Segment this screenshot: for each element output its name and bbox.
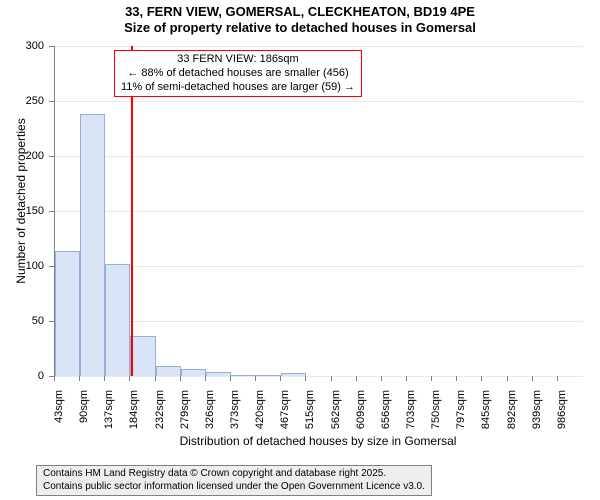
x-tick-mark	[406, 376, 407, 381]
y-tick-label: 100	[0, 260, 44, 272]
x-tick-mark	[155, 376, 156, 381]
chart-container: 33, FERN VIEW, GOMERSAL, CLECKHEATON, BD…	[0, 0, 600, 500]
x-tick-label: 656sqm	[380, 390, 392, 445]
y-tick-label: 0	[0, 370, 44, 382]
x-tick-mark	[481, 376, 482, 381]
gridline-y	[55, 46, 583, 47]
footer-line-1: Contains public sector information licen…	[43, 481, 425, 494]
x-tick-label: 326sqm	[204, 390, 216, 445]
chart-title-block: 33, FERN VIEW, GOMERSAL, CLECKHEATON, BD…	[0, 4, 600, 37]
x-tick-mark	[557, 376, 558, 381]
gridline-y	[55, 211, 583, 212]
x-tick-label: 420sqm	[254, 390, 266, 445]
histogram-bar	[281, 373, 306, 376]
x-tick-label: 373sqm	[229, 390, 241, 445]
footer-line-0: Contains HM Land Registry data © Crown c…	[43, 468, 425, 481]
chart-title-line-1: Size of property relative to detached ho…	[0, 20, 600, 36]
x-tick-mark	[205, 376, 206, 381]
histogram-bar	[181, 369, 206, 376]
x-tick-label: 845sqm	[480, 390, 492, 445]
y-tick-mark	[49, 101, 54, 102]
x-tick-mark	[54, 376, 55, 381]
x-tick-label: 939sqm	[531, 390, 543, 445]
x-tick-label: 232sqm	[154, 390, 166, 445]
annotation-line-0: 33 FERN VIEW: 186sqm	[121, 53, 355, 67]
y-tick-label: 150	[0, 205, 44, 217]
y-tick-mark	[49, 156, 54, 157]
x-tick-label: 892sqm	[506, 390, 518, 445]
y-tick-label: 300	[0, 40, 44, 52]
y-tick-mark	[49, 266, 54, 267]
y-tick-mark	[49, 321, 54, 322]
annotation-callout: 33 FERN VIEW: 186sqm← 88% of detached ho…	[114, 50, 362, 97]
x-tick-label: 184sqm	[128, 390, 140, 445]
histogram-bar	[206, 372, 231, 376]
x-tick-label: 137sqm	[103, 390, 115, 445]
histogram-bar	[256, 375, 281, 376]
x-tick-mark	[456, 376, 457, 381]
gridline-y	[55, 156, 583, 157]
gridline-y	[55, 321, 583, 322]
y-tick-label: 250	[0, 95, 44, 107]
x-tick-label: 797sqm	[455, 390, 467, 445]
histogram-bar	[80, 114, 105, 376]
y-tick-mark	[49, 211, 54, 212]
x-tick-mark	[331, 376, 332, 381]
y-tick-label: 50	[0, 315, 44, 327]
x-tick-mark	[104, 376, 105, 381]
x-tick-label: 467sqm	[279, 390, 291, 445]
histogram-bar	[231, 375, 256, 376]
y-tick-mark	[49, 46, 54, 47]
histogram-bar	[55, 251, 80, 376]
histogram-bar	[130, 336, 155, 376]
gridline-y	[55, 266, 583, 267]
x-tick-mark	[532, 376, 533, 381]
x-tick-mark	[356, 376, 357, 381]
histogram-bar	[156, 366, 181, 376]
gridline-y	[55, 101, 583, 102]
x-tick-mark	[79, 376, 80, 381]
annotation-line-2: 11% of semi-detached houses are larger (…	[121, 81, 355, 95]
x-tick-label: 609sqm	[355, 390, 367, 445]
attribution-footer: Contains HM Land Registry data © Crown c…	[36, 465, 432, 496]
y-tick-label: 200	[0, 150, 44, 162]
x-tick-mark	[255, 376, 256, 381]
gridline-y	[55, 376, 583, 377]
histogram-bar	[105, 264, 130, 376]
x-tick-mark	[180, 376, 181, 381]
x-tick-mark	[280, 376, 281, 381]
x-tick-mark	[507, 376, 508, 381]
x-tick-mark	[129, 376, 130, 381]
x-tick-label: 703sqm	[405, 390, 417, 445]
x-tick-label: 750sqm	[430, 390, 442, 445]
x-tick-label: 279sqm	[179, 390, 191, 445]
chart-title-line-0: 33, FERN VIEW, GOMERSAL, CLECKHEATON, BD…	[0, 4, 600, 20]
x-tick-label: 515sqm	[304, 390, 316, 445]
x-tick-label: 986sqm	[556, 390, 568, 445]
x-tick-mark	[230, 376, 231, 381]
x-tick-label: 90sqm	[78, 390, 90, 445]
x-tick-mark	[431, 376, 432, 381]
annotation-line-1: ← 88% of detached houses are smaller (45…	[121, 67, 355, 81]
x-tick-label: 43sqm	[53, 390, 65, 445]
x-tick-mark	[305, 376, 306, 381]
x-tick-label: 562sqm	[330, 390, 342, 445]
x-tick-mark	[381, 376, 382, 381]
